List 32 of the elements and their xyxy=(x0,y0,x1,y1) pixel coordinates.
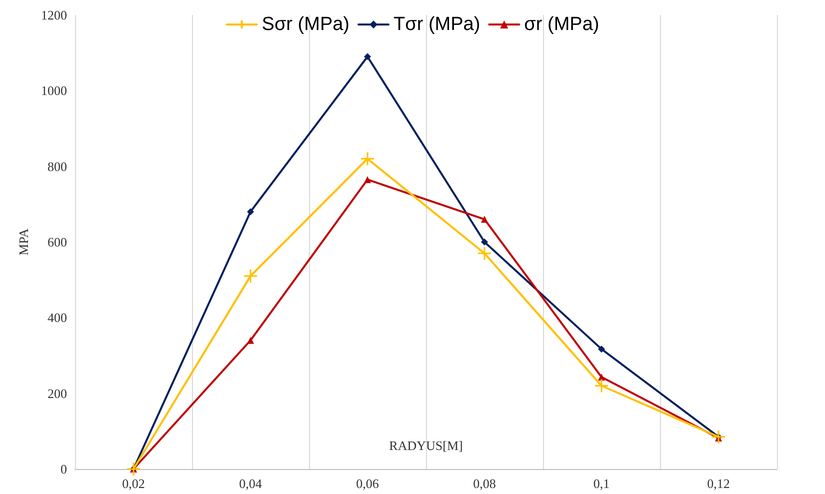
y-axis-title: MPA xyxy=(16,228,31,256)
x-tick-label: 0,04 xyxy=(239,476,262,491)
point xyxy=(364,53,371,60)
y-tick-label: 400 xyxy=(48,310,67,326)
y-tick-label: 800 xyxy=(48,158,67,174)
y-tick-label: 0 xyxy=(60,462,67,476)
point xyxy=(711,430,726,444)
point xyxy=(477,246,492,261)
point xyxy=(360,152,375,166)
point xyxy=(481,238,488,246)
point xyxy=(481,216,488,223)
x-tick-label: 0,08 xyxy=(473,476,496,491)
point xyxy=(364,176,371,184)
legend-label: Tσr (MPa) xyxy=(394,14,480,35)
point xyxy=(126,462,141,476)
point xyxy=(594,378,609,394)
x-axis-title: RADYUS[M] xyxy=(389,438,463,453)
y-tick-label: 1200 xyxy=(41,8,67,22)
point xyxy=(243,268,258,284)
x-tick-label: 0,12 xyxy=(707,476,730,491)
legend-label: Sσr (MPa) xyxy=(262,14,350,35)
point xyxy=(247,336,254,344)
y-tick-label: 600 xyxy=(48,234,67,250)
point xyxy=(598,346,605,353)
point xyxy=(247,208,254,216)
y-tick-label: 1000 xyxy=(41,83,67,98)
y-tick-label: 200 xyxy=(48,386,67,401)
x-tick-label: 0,02 xyxy=(122,476,145,491)
point xyxy=(598,374,605,381)
x-tick-label: 0,06 xyxy=(356,476,380,491)
x-tick-label: 0,1 xyxy=(593,476,610,491)
legend-label: σr (MPa) xyxy=(524,14,600,35)
